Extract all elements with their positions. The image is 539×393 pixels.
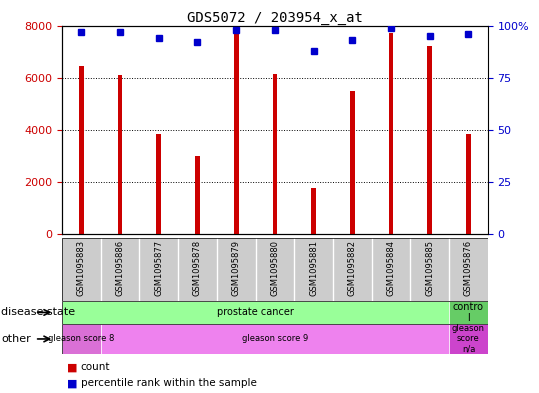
Text: GSM1095881: GSM1095881 [309,240,318,296]
Text: GSM1095886: GSM1095886 [115,240,125,296]
Bar [389,33,393,234]
Bar [156,134,161,234]
Text: prostate cancer: prostate cancer [217,307,294,318]
Bar [294,238,333,301]
Text: GSM1095880: GSM1095880 [271,240,279,296]
Text: other: other [1,334,31,344]
Bar [255,238,294,301]
Text: GSM1095885: GSM1095885 [425,240,434,296]
Text: count: count [81,362,110,373]
Bar [79,66,84,234]
Text: GSM1095883: GSM1095883 [77,240,86,296]
Text: percentile rank within the sample: percentile rank within the sample [81,378,257,388]
Bar [234,33,238,234]
Bar [449,324,488,354]
Text: GSM1095878: GSM1095878 [193,240,202,296]
Text: disease state: disease state [1,307,75,318]
Bar [273,74,277,234]
Bar [62,324,101,354]
Bar [178,238,217,301]
Bar [101,324,449,354]
Text: GSM1095882: GSM1095882 [348,240,357,296]
Text: GSM1095876: GSM1095876 [464,240,473,296]
Text: GSM1095877: GSM1095877 [154,240,163,296]
Bar [312,188,316,234]
Text: ■: ■ [67,362,78,373]
Bar [217,238,255,301]
Text: GSM1095879: GSM1095879 [232,240,241,296]
Bar [118,75,122,234]
Bar [410,238,449,301]
Text: contro
l: contro l [453,302,484,323]
Text: GSM1095884: GSM1095884 [386,240,396,296]
Bar [350,91,355,234]
Title: GDS5072 / 203954_x_at: GDS5072 / 203954_x_at [187,11,363,24]
Bar [372,238,410,301]
Text: gleason score 8: gleason score 8 [48,334,114,343]
Bar [333,238,372,301]
Text: gleason score 9: gleason score 9 [242,334,308,343]
Bar [101,238,140,301]
Bar [140,238,178,301]
Text: ■: ■ [67,378,78,388]
Bar [466,134,471,234]
Text: gleason
score
n/a: gleason score n/a [452,324,485,354]
Bar [449,301,488,324]
Bar [62,238,101,301]
Bar [427,46,432,234]
Bar [195,156,200,234]
Bar [449,238,488,301]
